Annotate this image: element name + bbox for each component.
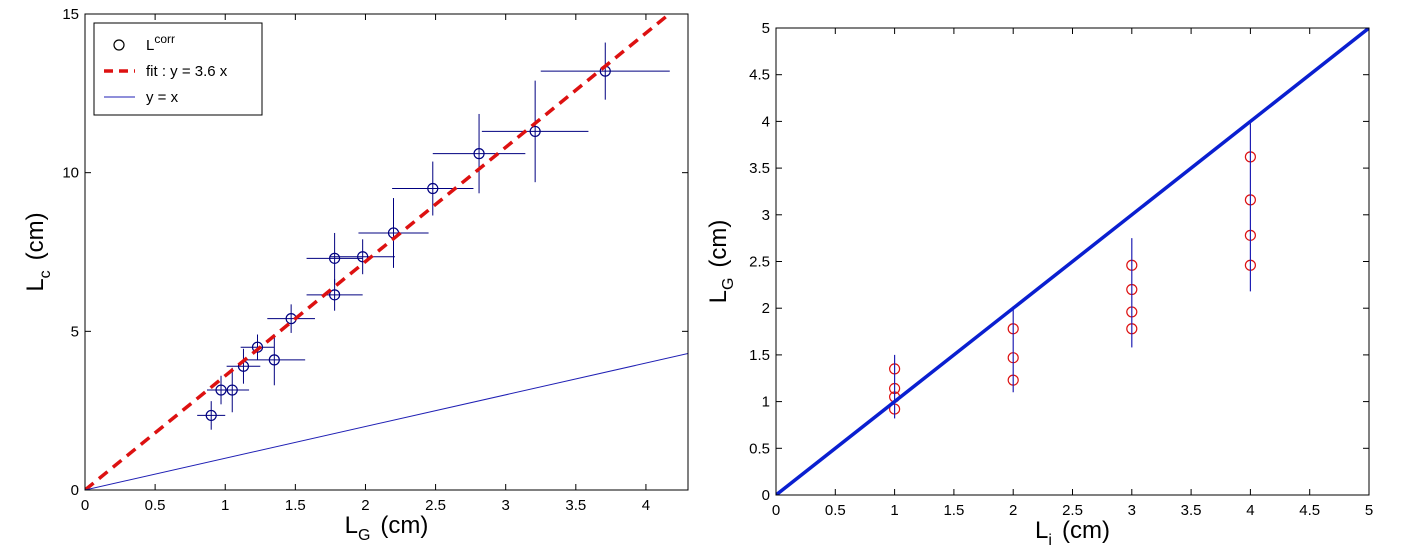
x-tick-label: 5 [1365,502,1373,519]
y-tick-label: 3 [762,207,770,224]
y-tick-label: 5 [71,323,79,340]
x-tick-label: 0 [772,502,780,519]
data-point [357,251,369,263]
fit-line [85,14,673,490]
x-axis-label: Li (cm) [1035,517,1110,548]
y-tick-label: 4.5 [749,67,770,84]
x-tick-label: 0.5 [145,497,166,514]
x-axis-label: LG (cm) [345,512,429,544]
x-tick-label: 2.5 [1062,502,1083,519]
y-tick-label: 2.5 [749,254,770,271]
legend-label-main: L [146,37,154,54]
identity-line [776,28,1369,495]
y-tick-label: 1.5 [749,347,770,364]
y-tick-label: 3.5 [749,160,770,177]
x-tick-label: 3.5 [565,497,586,514]
y-axis-label-main: L [22,278,49,291]
y-axis-label-main: L [705,290,732,303]
legend: Lcorr fit : y = 3.6 x y = x [93,22,263,116]
x-tick-label: 0 [81,497,89,514]
x-tick-label: 3 [1128,502,1136,519]
plot-area [85,14,688,490]
x-tick-label: 2 [361,497,369,514]
data-point [251,341,264,353]
y-axis-label-unit: (cm) [22,212,49,260]
x-tick-label: 4.5 [1299,502,1320,519]
y-tick-label: 0.5 [749,440,770,457]
x-tick-label: 2.5 [425,497,446,514]
x-axis-label-unit: (cm) [1062,517,1110,544]
data-point [205,409,217,422]
x-tick-label: 3.5 [1181,502,1202,519]
y-axis-label: Lc (cm) [22,212,54,291]
y-axis-label-sub: c [37,270,54,278]
y-axis-label-unit: (cm) [705,220,732,268]
y-tick-label: 2 [762,300,770,317]
y-tick-label: 0 [71,482,79,499]
legend-label-main: fit : y = 3.6 x [146,63,228,80]
legend-box [93,22,263,116]
legend-marker-circle [113,39,125,51]
x-tick-label: 3 [502,497,510,514]
x-axis-label-unit: (cm) [380,512,428,539]
y-tick-label: 10 [62,165,79,182]
legend-label-sup: corr [154,32,175,46]
data-point [473,148,485,160]
x-tick-label: 2 [1009,502,1017,519]
x-axis-label-sub: G [358,527,370,544]
data-point [268,354,280,366]
plot-frame [84,13,689,491]
y-tick-label: 15 [62,6,79,23]
x-tick-label: 1.5 [285,497,306,514]
x-tick-label: 0.5 [825,502,846,519]
plot-area [776,28,1369,495]
x-tick-label: 1 [221,497,229,514]
y-tick-label: 1 [762,394,770,411]
data-point [427,182,439,195]
x-tick-label: 4 [642,497,650,514]
x-tick-label: 4 [1246,502,1254,519]
y-tick-label: 0 [762,487,770,504]
legend-label: Lcorr [146,32,175,54]
y-tick-label: 4 [762,113,770,130]
data-point [329,289,341,301]
identity-line [85,353,688,490]
x-tick-label: 1 [890,502,898,519]
x-axis-label-main: L [345,512,358,539]
x-tick-label: 1.5 [943,502,964,519]
right-chart: 0 0.5 1 1.5 2 2.5 3 3.5 4 4.5 5 0 0.5 1 1.5 2 2.5 3 3.5 4 4.… [705,20,1373,549]
x-axis-label-main: L [1035,517,1048,544]
y-axis-label-sub: G [720,278,737,290]
data-point [529,125,541,138]
y-tick-label: 5 [762,20,770,37]
legend-label: y = x [146,89,179,106]
legend-label-main: y = x [146,89,179,106]
data-point [329,252,341,264]
x-axis-label-sub: i [1048,532,1052,548]
data-point [226,384,238,396]
data-point [215,384,227,396]
legend-label: fit : y = 3.6 x [146,63,228,80]
y-axis-label: LG (cm) [705,220,737,304]
plot-frame [775,27,1370,496]
